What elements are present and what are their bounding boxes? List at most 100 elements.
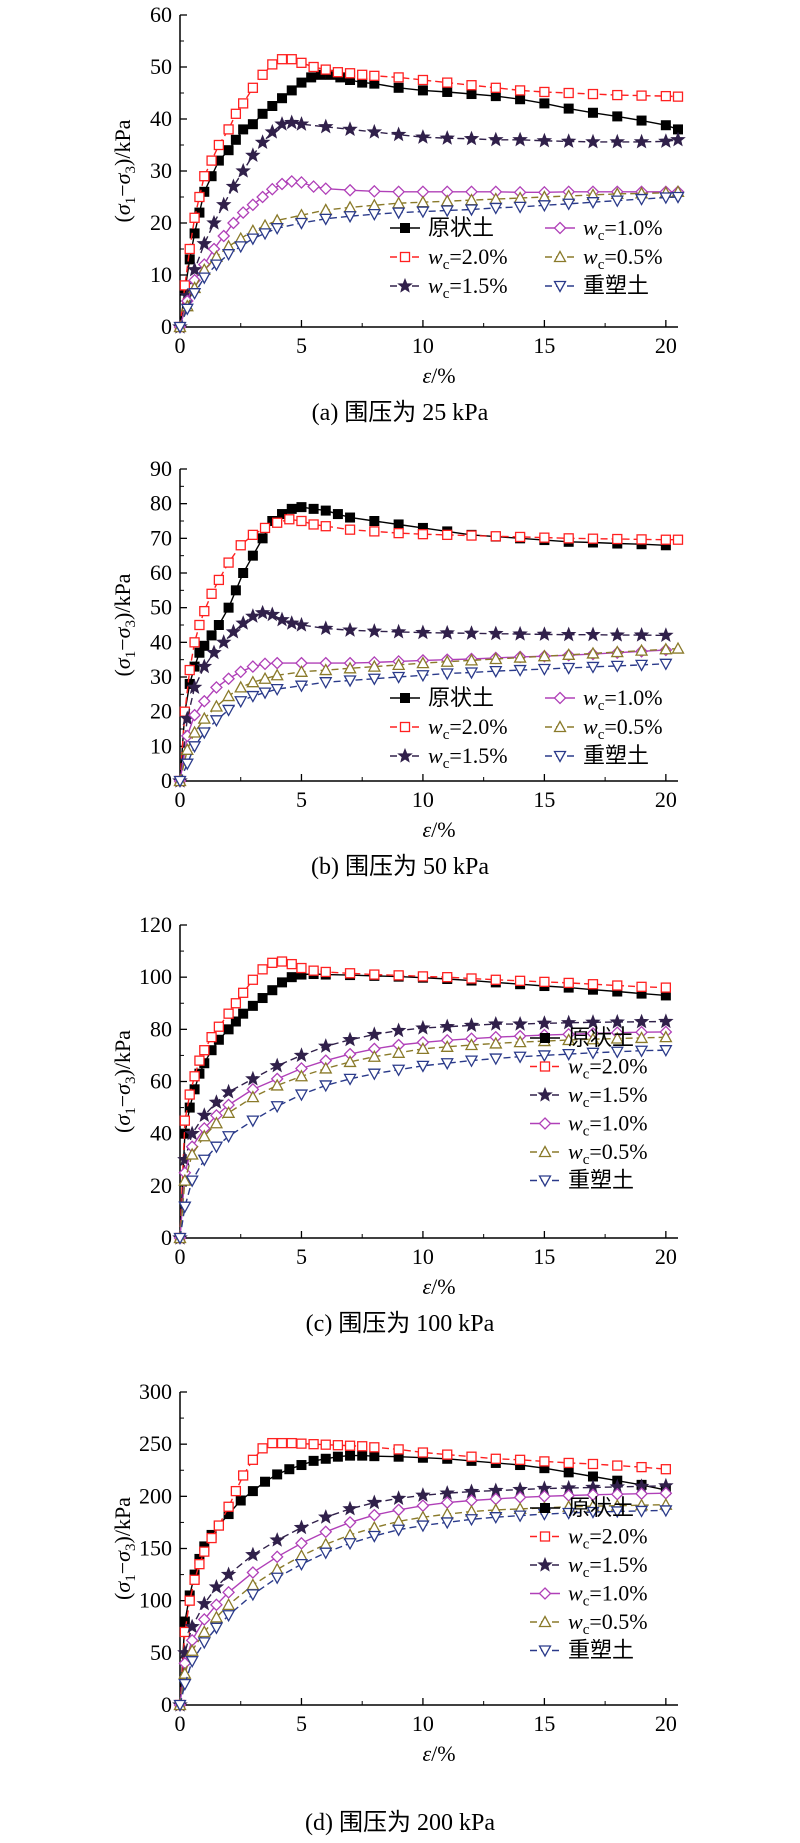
- data-point: [634, 1505, 649, 1518]
- data-point: [562, 662, 576, 675]
- data-point: [513, 650, 527, 663]
- data-point: [587, 979, 599, 990]
- legend-item: wc=2.0%: [390, 244, 508, 273]
- x-tick-label: 0: [175, 1244, 186, 1269]
- legend-label: wc=1.0%: [583, 215, 663, 244]
- data-point: [189, 212, 200, 223]
- legend-item: wc=1.5%: [530, 1552, 648, 1581]
- x-tick-label: 5: [296, 787, 307, 812]
- data-point: [235, 162, 251, 178]
- data-point: [416, 1520, 430, 1533]
- data-point: [586, 646, 600, 659]
- data-point: [270, 1078, 284, 1091]
- data-point: [308, 519, 319, 530]
- data-point: [294, 1069, 309, 1082]
- y-axis-label: (σ1−σ3)/kPa: [110, 1030, 139, 1133]
- data-point: [296, 502, 307, 513]
- y-tick-label: 30: [150, 158, 172, 183]
- data-point: [230, 1485, 242, 1497]
- data-point: [270, 223, 284, 236]
- data-point: [285, 174, 299, 188]
- data-point: [537, 200, 551, 213]
- data-point: [270, 683, 284, 696]
- data-point: [296, 77, 307, 88]
- data-point: [344, 968, 356, 979]
- data-point: [563, 1457, 574, 1469]
- data-point: [246, 198, 260, 212]
- data-point: [188, 708, 201, 722]
- data-point: [184, 1102, 195, 1113]
- data-point: [416, 206, 430, 219]
- legend-item: 重塑土: [530, 1168, 634, 1193]
- y-tick-label: 100: [139, 964, 172, 989]
- data-point: [417, 74, 429, 86]
- data-point: [586, 661, 600, 674]
- data-point: [197, 1129, 211, 1142]
- data-point: [416, 670, 430, 683]
- data-point: [213, 574, 225, 586]
- data-point: [221, 689, 236, 702]
- data-point: [367, 659, 381, 672]
- series-line: [179, 1049, 666, 1239]
- data-point: [392, 1503, 406, 1517]
- data-point: [199, 1546, 210, 1557]
- data-point: [490, 974, 501, 985]
- data-point: [246, 660, 260, 674]
- panel-caption: (b) 围压为 50 kPa: [311, 853, 489, 880]
- data-point: [515, 94, 526, 105]
- data-point: [392, 671, 406, 684]
- data-point: [180, 303, 194, 316]
- data-point: [393, 72, 404, 83]
- y-tick-label: 90: [150, 456, 172, 481]
- data-point: [320, 1453, 331, 1464]
- data-point: [343, 661, 357, 674]
- data-point: [216, 634, 232, 649]
- data-point: [464, 1038, 479, 1051]
- data-point: [513, 1510, 527, 1523]
- legend-label: wc=1.5%: [568, 1082, 648, 1111]
- series-wc2.0: [174, 956, 672, 1244]
- data-point: [184, 243, 195, 255]
- data-point: [342, 121, 358, 137]
- data-point: [636, 981, 647, 992]
- data-point: [442, 529, 453, 541]
- x-tick-label: 15: [533, 333, 555, 358]
- y-tick-label: 20: [150, 210, 172, 235]
- data-point: [286, 958, 297, 970]
- x-axis-label: ε/%: [422, 1274, 455, 1299]
- legend-marker: [539, 1061, 551, 1072]
- series-重塑土: [173, 191, 685, 334]
- data-point: [186, 261, 203, 277]
- data-point: [609, 626, 625, 642]
- legend-marker: [397, 747, 413, 763]
- data-point: [269, 1532, 285, 1547]
- data-point: [417, 85, 428, 96]
- data-point: [392, 1524, 406, 1537]
- data-point: [179, 1115, 191, 1126]
- legend-label: wc=1.5%: [428, 273, 508, 302]
- legend-item: wc=2.0%: [530, 1524, 648, 1553]
- data-point: [206, 214, 222, 230]
- data-point: [659, 1505, 673, 1518]
- data-point: [184, 254, 195, 265]
- data-point: [392, 658, 406, 671]
- data-point: [293, 116, 310, 131]
- data-point: [586, 1506, 600, 1519]
- data-point: [206, 588, 217, 599]
- data-point: [209, 715, 224, 728]
- data-point: [179, 280, 191, 291]
- data-point: [199, 605, 210, 617]
- data-point: [318, 1038, 334, 1053]
- data-point: [238, 98, 249, 109]
- data-point: [318, 1509, 334, 1524]
- data-point: [466, 973, 477, 984]
- legend-label: wc=0.5%: [583, 714, 663, 743]
- legend-marker: [400, 223, 410, 233]
- data-point: [369, 70, 380, 81]
- legend-item: wc=1.0%: [530, 1111, 648, 1140]
- x-tick-label: 10: [412, 333, 434, 358]
- data-point: [235, 615, 251, 630]
- data-point: [264, 606, 281, 622]
- data-point: [296, 1438, 307, 1449]
- data-point: [345, 512, 356, 523]
